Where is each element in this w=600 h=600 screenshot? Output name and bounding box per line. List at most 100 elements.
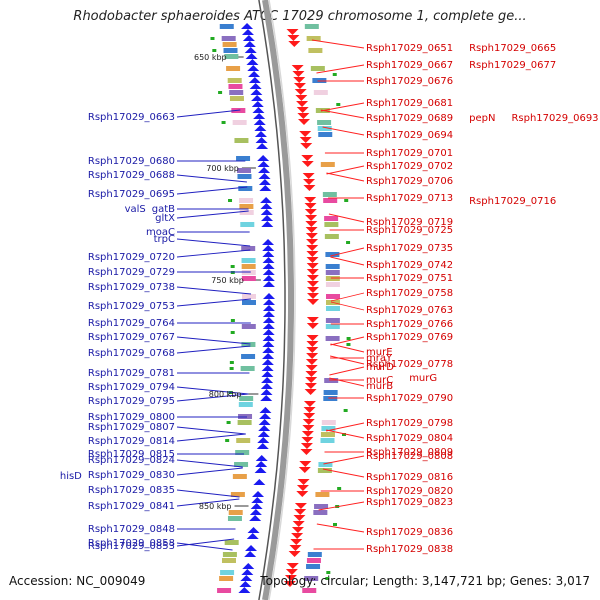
- forward-strand-gene-arrow: [302, 425, 315, 431]
- feature-box-left: [221, 558, 236, 563]
- feature-box-left: [229, 90, 244, 95]
- right-gene-label: Rsph17029_0790: [366, 393, 453, 404]
- reverse-strand-gene-arrow: [254, 131, 267, 137]
- forward-strand-gene-arrow: [294, 89, 307, 95]
- right-gene-label: Rsph17029_0694: [366, 130, 453, 141]
- left-gene-label: Rsph17029_0795: [88, 396, 175, 407]
- gc-tick-left: [225, 439, 230, 442]
- left-gene-label: Rsph17029_0835: [88, 485, 175, 496]
- feature-box-right: [304, 576, 319, 581]
- reverse-strand-gene-arrow: [241, 29, 254, 35]
- reverse-strand-gene-arrow: [258, 425, 271, 431]
- feature-box-right: [321, 426, 336, 431]
- reverse-strand-gene-arrow: [246, 59, 259, 65]
- forward-strand-gene-arrow: [300, 443, 313, 449]
- left-gene-label: Rsph17029_0738: [88, 282, 175, 293]
- forward-strand-gene-arrow: [306, 263, 319, 269]
- right-leader-line: [326, 165, 365, 175]
- right-leader-line: [329, 377, 365, 387]
- feature-box-left: [229, 96, 244, 101]
- feature-box-left: [222, 552, 237, 557]
- feature-box-left: [232, 474, 247, 479]
- reverse-strand-gene-arrow: [251, 101, 264, 107]
- forward-strand-gene-arrow: [301, 437, 314, 443]
- reverse-strand-gene-arrow: [260, 383, 273, 389]
- forward-strand-gene-arrow: [305, 377, 318, 383]
- reverse-strand-gene-arrow: [260, 389, 273, 395]
- feature-box-left: [228, 84, 243, 89]
- reverse-strand-gene-arrow: [262, 317, 275, 323]
- left-leader-line: [176, 498, 240, 507]
- right-leader-line: [322, 126, 365, 136]
- right-gene-label: Rsph17029_0676: [366, 76, 453, 87]
- forward-strand-gene-arrow: [294, 509, 307, 515]
- genome-summary: Topology: circular; Length: 3,147,721 bp…: [260, 574, 590, 588]
- feature-box-left: [239, 198, 254, 203]
- feature-box-left: [236, 156, 251, 161]
- right-gene-label: murE: [366, 347, 393, 358]
- gc-tick-right: [332, 73, 337, 76]
- feature-box-left: [241, 276, 256, 281]
- right-gene-label: Rsph17029_0766: [366, 319, 453, 330]
- reverse-strand-gene-arrow: [260, 395, 273, 401]
- reverse-strand-gene-arrow: [247, 527, 260, 533]
- gc-tick-right: [333, 523, 337, 526]
- right-leader-line: [330, 292, 365, 302]
- left-gene-label: gatB: [152, 204, 175, 215]
- right-gene-label: Rsph17029_0681: [366, 98, 453, 109]
- feature-box-right: [325, 294, 340, 299]
- feature-box-left: [241, 300, 256, 305]
- forward-strand-gene-arrow: [305, 233, 318, 239]
- feature-box-right: [322, 192, 337, 197]
- feature-box-left: [239, 396, 254, 401]
- right-gene-label: murG: [409, 373, 437, 384]
- reverse-strand-gene-arrow: [259, 185, 272, 191]
- reverse-strand-gene-arrow: [246, 533, 259, 539]
- feature-box-left: [241, 270, 256, 275]
- forward-strand-gene-arrow: [302, 419, 315, 425]
- gc-tick-right: [336, 103, 341, 106]
- reverse-strand-gene-arrow: [262, 245, 275, 251]
- reverse-strand-gene-arrow: [247, 65, 260, 71]
- backbone-main: [262, 0, 294, 600]
- feature-box-left: [241, 294, 256, 299]
- forward-strand-gene-arrow: [305, 371, 318, 377]
- left-gene-label: Rsph17029_0720: [88, 252, 175, 263]
- left-leader-line: [176, 298, 252, 307]
- feature-box-left: [238, 414, 253, 419]
- reverse-strand-gene-arrow: [262, 341, 275, 347]
- forward-strand-gene-arrow: [306, 323, 319, 329]
- feature-box-right: [307, 552, 322, 557]
- feature-box-right: [320, 438, 335, 443]
- reverse-strand-gene-arrow: [258, 419, 271, 425]
- feature-box-left: [224, 54, 239, 59]
- right-gene-label: Rsph17029_0725: [366, 225, 453, 236]
- forward-strand-gene-arrow: [300, 143, 313, 149]
- right-leader-line: [330, 336, 365, 346]
- forward-strand-gene-arrow: [301, 155, 314, 161]
- forward-strand-gene-arrow: [304, 197, 317, 203]
- reverse-strand-gene-arrow: [261, 359, 274, 365]
- reverse-strand-gene-arrow: [261, 365, 274, 371]
- gc-tick-left: [226, 421, 231, 424]
- left-gene-label: Rsph17029_0814: [88, 436, 175, 447]
- feature-box-right: [324, 378, 339, 383]
- forward-strand-gene-arrow: [303, 179, 316, 185]
- left-gene-label: Rsph17029_0729: [88, 267, 175, 278]
- left-gene-label: Rsph17029_0853: [88, 541, 175, 552]
- feature-box-right: [321, 420, 336, 425]
- reverse-strand-gene-arrow: [241, 569, 254, 575]
- forward-strand-gene-arrow: [306, 257, 319, 263]
- reverse-strand-gene-arrow: [262, 353, 275, 359]
- map-title: Rhodobacter sphaeroides ATCC 17029 chrom…: [73, 9, 527, 24]
- right-gene-label: Rsph17029_0758: [366, 288, 453, 299]
- feature-box-left: [224, 540, 239, 545]
- forward-strand-gene-arrow: [306, 287, 319, 293]
- right-leader-line: [320, 109, 365, 119]
- feature-box-right: [313, 510, 328, 515]
- forward-strand-gene-arrow: [304, 203, 317, 209]
- reverse-strand-gene-arrow: [261, 215, 274, 221]
- forward-strand-gene-arrow: [291, 65, 304, 71]
- reverse-strand-gene-arrow: [262, 269, 275, 275]
- feature-box-left: [241, 342, 256, 347]
